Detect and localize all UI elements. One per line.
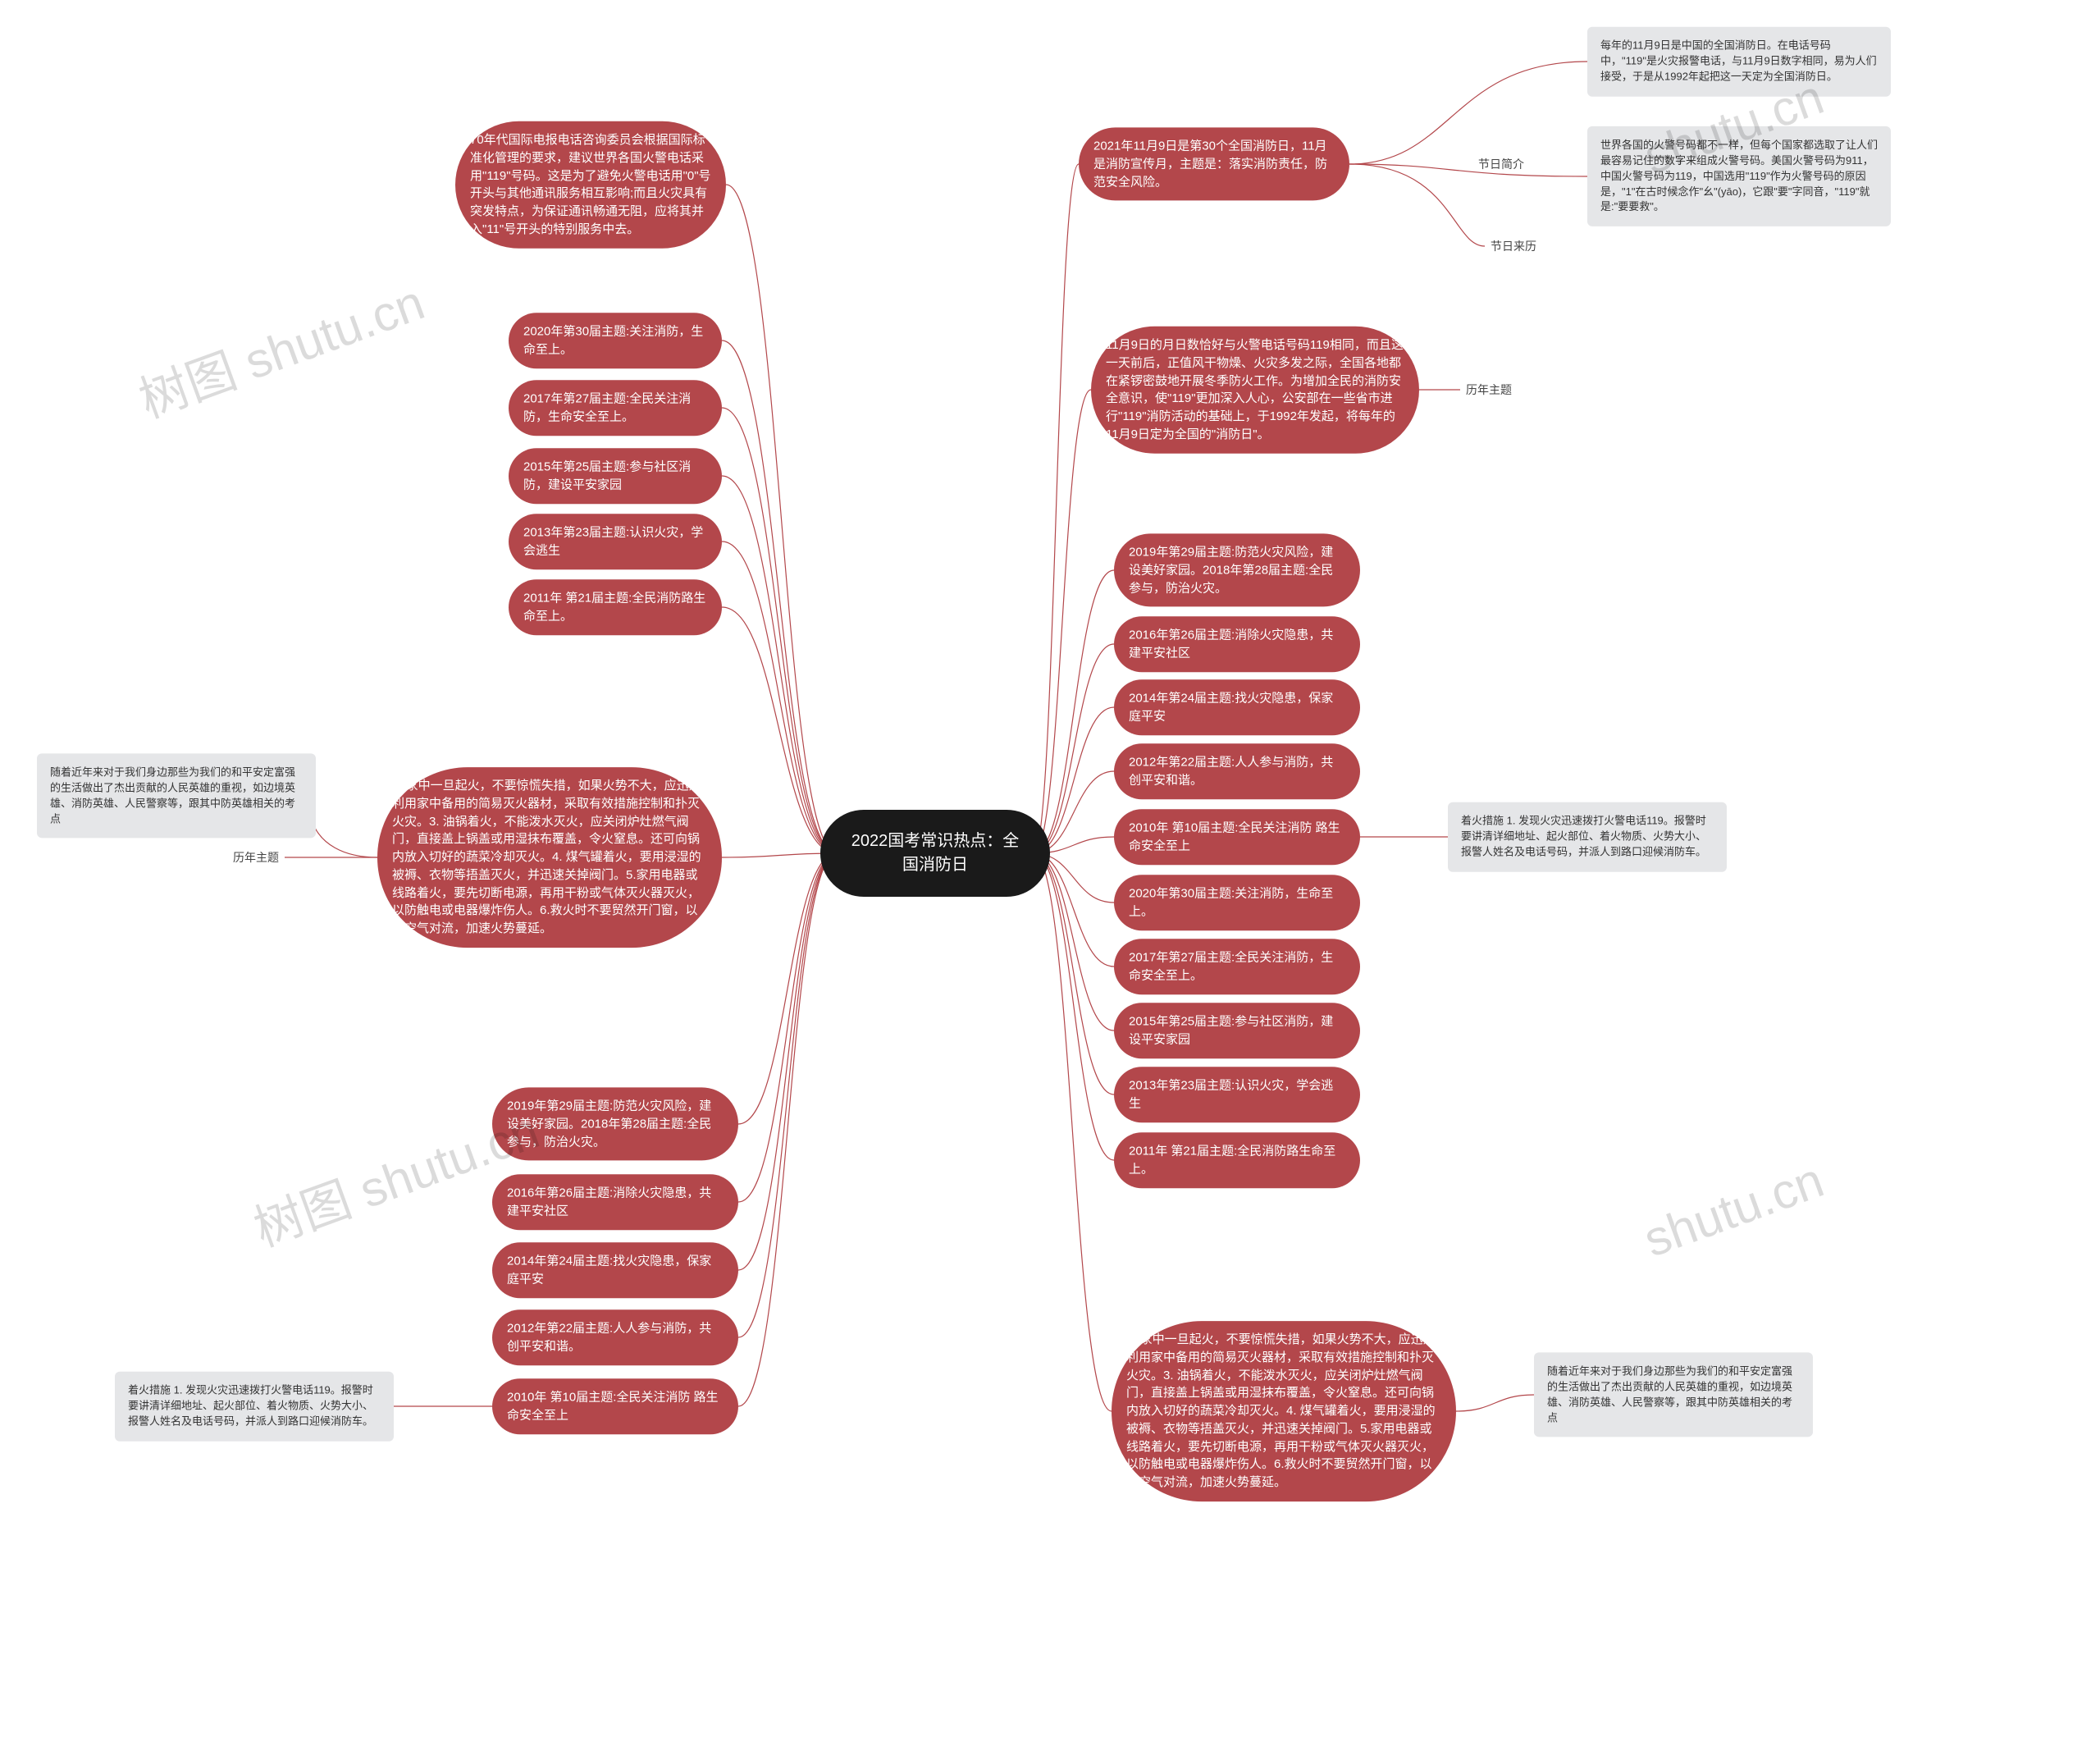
edge bbox=[726, 185, 837, 853]
edge bbox=[1349, 62, 1587, 164]
mindmap-node: 2011年 第21届主题:全民消防路生命至上。 bbox=[1114, 1132, 1360, 1188]
mindmap-node: 2014年第24届主题:找火灾隐患，保家庭平安 bbox=[492, 1242, 738, 1298]
mindmap-node: 2. 家中一旦起火，不要惊慌失措，如果火势不大，应迅速利用家中备用的简易灭火器材… bbox=[377, 767, 722, 948]
edge bbox=[1034, 707, 1114, 853]
mindmap-node: 2019年第29届主题:防范火灾风险，建设美好家园。2018年第28届主题:全民… bbox=[1114, 533, 1360, 606]
mindmap-node: 2016年第26届主题:消除火灾隐患，共建平安社区 bbox=[1114, 616, 1360, 672]
edge-label: 节日来历 bbox=[1491, 238, 1536, 254]
mindmap-node: 随着近年来对于我们身边那些为我们的和平安定富强的生活做出了杰出贡献的人民英雄的重… bbox=[37, 753, 316, 838]
mindmap-node: 2021年11月9日是第30个全国消防日，11月是消防宣传月，主题是：落实消防责… bbox=[1079, 127, 1349, 200]
mindmap-node: 2015年第25届主题:参与社区消防，建设平安家园 bbox=[1114, 1003, 1360, 1058]
edge bbox=[1349, 164, 1485, 246]
edge-label: 历年主题 bbox=[1466, 382, 1512, 398]
edge-label: 历年主题 bbox=[233, 849, 279, 866]
edge bbox=[738, 853, 837, 1124]
mindmap-node: 2017年第27届主题:全民关注消防，生命安全至上。 bbox=[1114, 939, 1360, 994]
edge bbox=[722, 340, 837, 853]
mindmap-node: 2017年第27届主题:全民关注消防，生命安全至上。 bbox=[509, 380, 722, 436]
mindmap-node: 2012年第22届主题:人人参与消防，共创平安和谐。 bbox=[1114, 743, 1360, 799]
mindmap-node: 2012年第22届主题:人人参与消防，共创平安和谐。 bbox=[492, 1309, 738, 1365]
edge bbox=[738, 853, 837, 1406]
edge bbox=[722, 408, 837, 853]
edge bbox=[1349, 164, 1587, 176]
center-node: 2022国考常识热点：全国消防日 bbox=[820, 810, 1050, 897]
mindmap-node: 2020年第30届主题:关注消防，生命至上。 bbox=[509, 313, 722, 368]
mindmap-node: 2010年 第10届主题:全民关注消防 路生命安全至上 bbox=[1114, 809, 1360, 865]
edge bbox=[722, 853, 837, 857]
edge bbox=[722, 607, 837, 853]
edge bbox=[310, 796, 377, 857]
mindmap-node: 2020年第30届主题:关注消防，生命至上。 bbox=[1114, 875, 1360, 930]
edge-label: 节日简介 bbox=[1478, 156, 1524, 172]
edge bbox=[1456, 1395, 1534, 1411]
mindmap-node: 着火措施 1. 发现火灾迅速拨打火警电话119。报警时要讲清详细地址、起火部位、… bbox=[1448, 802, 1727, 872]
mindmap-node: 2010年 第10届主题:全民关注消防 路生命安全至上 bbox=[492, 1378, 738, 1434]
mindmap-node: 2013年第23届主题:认识火灾，学会逃生 bbox=[1114, 1067, 1360, 1122]
mindmap-node: 2011年 第21届主题:全民消防路生命至上。 bbox=[509, 579, 722, 635]
mindmap-node: 2013年第23届主题:认识火灾，学会逃生 bbox=[509, 514, 722, 569]
edge-layer bbox=[0, 0, 2100, 1764]
mindmap-node: 2016年第26届主题:消除火灾隐患，共建平安社区 bbox=[492, 1174, 738, 1230]
mindmap-node: 随着近年来对于我们身边那些为我们的和平安定富强的生活做出了杰出贡献的人民英雄的重… bbox=[1534, 1352, 1813, 1437]
edge bbox=[722, 542, 837, 853]
mindmap-node: 2015年第25届主题:参与社区消防，建设平安家园 bbox=[509, 448, 722, 504]
edge bbox=[1034, 164, 1079, 853]
mindmap-node: 70年代国际电报电话咨询委员会根据国际标准化管理的要求，建议世界各国火警电话采用… bbox=[455, 121, 726, 249]
mindmap-node: 11月9日的月日数恰好与火警电话号码119相同，而且这一天前后，正值风干物燥、火… bbox=[1091, 327, 1419, 454]
mindmap-node: 2014年第24届主题:找火灾隐患，保家庭平安 bbox=[1114, 679, 1360, 735]
edge bbox=[1034, 853, 1114, 1095]
mindmap-node: 每年的11月9日是中国的全国消防日。在电话号码中，"119"是火灾报警电话，与1… bbox=[1587, 27, 1891, 97]
edge bbox=[738, 853, 837, 1270]
edge bbox=[722, 476, 837, 853]
mindmap-node: 着火措施 1. 发现火灾迅速拨打火警电话119。报警时要讲清详细地址、起火部位、… bbox=[115, 1372, 394, 1442]
mindmap-node: 世界各国的火警号码都不一样，但每个国家都选取了让人们最容易记住的数字来组成火警号… bbox=[1587, 126, 1891, 226]
edge bbox=[738, 853, 837, 1337]
edge bbox=[738, 853, 837, 1202]
mindmap-node: 2. 家中一旦起火，不要惊慌失措，如果火势不大，应迅速利用家中备用的简易灭火器材… bbox=[1112, 1321, 1456, 1501]
mindmap-node: 2019年第29届主题:防范火灾风险，建设美好家园。2018年第28届主题:全民… bbox=[492, 1087, 738, 1160]
edge bbox=[1034, 853, 1114, 1160]
